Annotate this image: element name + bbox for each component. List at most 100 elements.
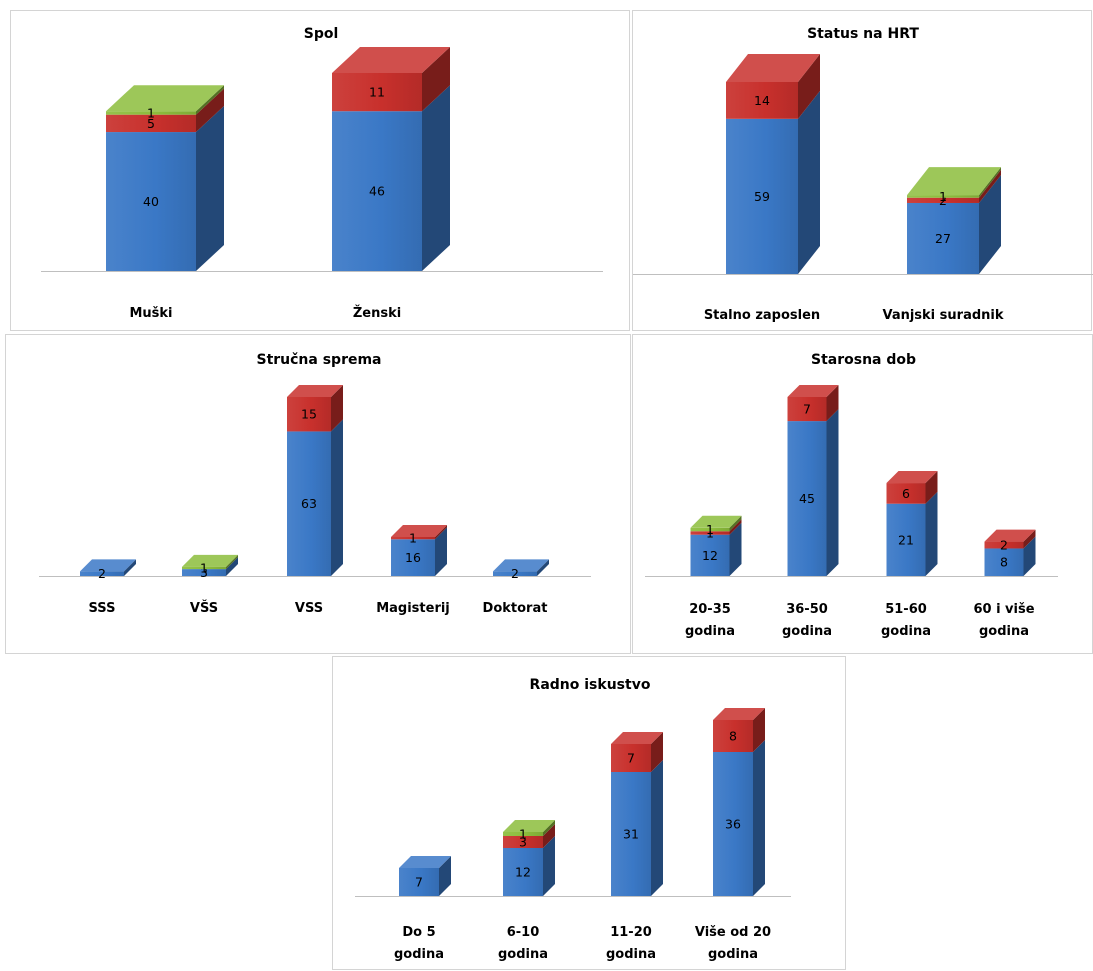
bar-side-face	[439, 856, 451, 896]
bar-segment-6-10-series-2	[503, 824, 555, 848]
bar-side-face	[753, 708, 765, 752]
bar-top-face	[886, 471, 938, 484]
bar-front-face	[503, 832, 543, 836]
data-label: 2	[511, 566, 519, 581]
data-label: 2	[98, 566, 106, 581]
chart-status: Status na HRT 59 14 Stalno zaposlen 27 21 Vanj…	[633, 26, 1093, 323]
bar-segment-11-20-series-2	[611, 732, 663, 772]
bar-side-face	[543, 836, 555, 896]
data-label: 59	[754, 189, 770, 204]
bar-side-face	[331, 419, 343, 576]
bar-front-face	[690, 527, 730, 532]
category-label: godina	[394, 947, 444, 962]
bar-side-face	[226, 557, 238, 576]
category-label: VŠS	[190, 600, 218, 616]
data-label: 1	[939, 189, 947, 204]
data-label: 12	[702, 548, 718, 563]
chart-title: Starosna dob	[811, 352, 916, 368]
data-label: 1	[706, 525, 714, 540]
category-label: 20-35	[689, 602, 731, 617]
bar-side-face	[979, 169, 1001, 203]
chart-iskustvo: Radno iskustvo 7 Do 5 godina 12 31 6-10 godina 3…	[355, 677, 791, 962]
bar-side-face	[798, 90, 820, 274]
bar-segment-VSS-series-2	[287, 385, 343, 432]
data-label: 2	[939, 193, 947, 208]
data-label: 31	[623, 827, 639, 842]
bar-front-face	[332, 73, 422, 112]
bar-front-face	[886, 483, 926, 504]
category-label: godina	[881, 624, 931, 639]
bar-side-face	[826, 409, 839, 576]
bar-front-face	[886, 503, 926, 576]
bar-side-face	[729, 522, 742, 576]
category-label: 60 i više	[973, 602, 1034, 617]
chart-title: Stručna sprema	[256, 352, 381, 368]
bar-segment-Doktorat-series-1	[493, 559, 549, 576]
category-label: godina	[708, 947, 758, 962]
data-label: 8	[729, 729, 737, 744]
chart-panel-spol: Spol 40 5 1 Muški 46 11 Ženski	[10, 10, 630, 331]
bar-segment-60 i više-series-1	[984, 536, 1036, 576]
data-label: 7	[803, 402, 811, 417]
bar-segment-Muški-series-1	[106, 106, 224, 271]
data-label: 3	[200, 565, 208, 580]
bar-side-face	[729, 519, 742, 535]
category-label: 51-60	[885, 602, 927, 617]
bar-front-face	[503, 848, 543, 896]
chart-panel-iskustvo: Radno iskustvo 7 Do 5 godina 12 3 1 6-10 godina 3…	[332, 656, 846, 970]
bar-side-face	[196, 106, 224, 271]
category-label: Doktorat	[483, 601, 548, 616]
bar-side-face	[435, 524, 447, 540]
category-label: Vanjski suradnik	[882, 308, 1003, 323]
bar-side-face	[435, 527, 447, 576]
data-label: 1	[409, 531, 417, 546]
bar-front-face	[787, 397, 827, 422]
bar-segment-6-10-series-3	[503, 820, 555, 836]
bar-segment-Vanjski suradnik-series-1	[907, 174, 1001, 274]
bar-top-face	[287, 385, 343, 397]
category-label: godina	[685, 624, 735, 639]
data-label: 7	[415, 875, 423, 890]
bar-top-face	[503, 820, 555, 832]
bar-side-face	[1023, 529, 1036, 549]
bar-front-face	[690, 534, 730, 576]
bar-front-face	[713, 752, 753, 896]
bar-side-face	[826, 385, 839, 422]
bar-segment-60 i više-series-2	[984, 529, 1036, 549]
bar-front-face	[726, 118, 798, 274]
bar-segment-20-35-series-3	[690, 515, 742, 532]
bar-front-face	[726, 82, 798, 119]
bar-front-face	[182, 569, 226, 576]
bar-segment-Magisterij-series-1	[391, 527, 447, 576]
bar-side-face	[422, 85, 450, 271]
bar-segment-36-50-series-2	[787, 385, 839, 422]
data-label: 40	[143, 194, 159, 209]
bar-segment-36-50-series-1	[787, 409, 839, 576]
chart-title: Radno iskustvo	[530, 677, 651, 693]
bar-side-face	[925, 491, 938, 576]
data-label: 14	[754, 93, 770, 108]
bar-segment-SSS-series-1	[80, 559, 136, 576]
bar-front-face	[907, 195, 979, 198]
data-label: 2	[1000, 538, 1008, 553]
category-label: 6-10	[507, 925, 540, 940]
data-label: 11	[369, 85, 385, 100]
category-label: godina	[498, 947, 548, 962]
bar-segment-Muški-series-2	[106, 88, 224, 133]
chart-dob: Starosna dob121120-35godina45736-50godin…	[645, 352, 1058, 639]
bar-side-face	[422, 47, 450, 112]
bar-top-face	[80, 559, 136, 572]
bar-segment-20-35-series-2	[690, 519, 742, 535]
category-label: 36-50	[786, 602, 828, 617]
category-label: Magisterij	[376, 601, 450, 616]
bar-front-face	[106, 114, 196, 133]
chart-title: Spol	[304, 26, 339, 42]
chart-panel-status: Status na HRT 59 14 Stalno zaposlen 27 2 1 Vanj…	[632, 10, 1093, 331]
bar-front-face	[611, 772, 651, 896]
data-label: 1	[706, 522, 714, 537]
bar-side-face	[979, 174, 1001, 274]
bar-side-face	[651, 760, 663, 896]
bar-segment-Magisterij-series-2	[391, 524, 447, 540]
bar-segment-20-35-series-1	[690, 522, 742, 576]
bar-segment-VŠS-series-1	[182, 557, 238, 576]
